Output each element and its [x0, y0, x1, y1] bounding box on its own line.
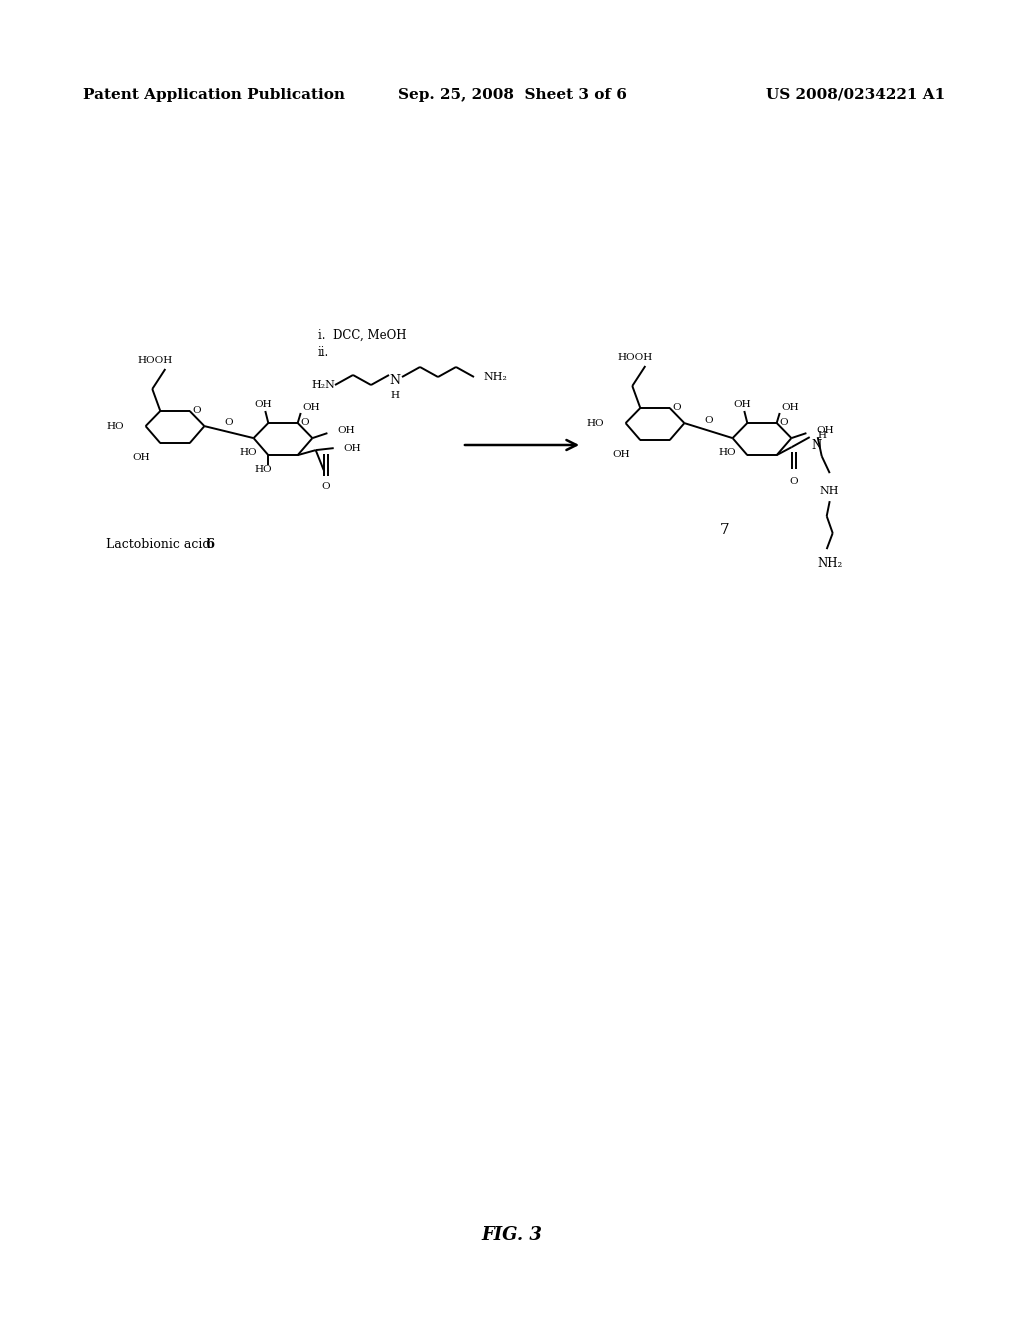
- Text: OH: OH: [303, 404, 321, 412]
- Text: NH: NH: [820, 486, 840, 496]
- Text: OH: OH: [344, 444, 361, 453]
- Text: O: O: [224, 417, 233, 426]
- Text: O: O: [705, 416, 713, 425]
- Text: N: N: [389, 374, 400, 387]
- Text: OH: OH: [337, 425, 355, 434]
- Text: O: O: [673, 403, 681, 412]
- Text: FIG. 3: FIG. 3: [481, 1226, 543, 1243]
- Text: O: O: [779, 418, 788, 428]
- Text: OH: OH: [816, 425, 834, 434]
- Text: H₂N: H₂N: [311, 380, 335, 389]
- Text: O: O: [790, 477, 798, 486]
- Text: OH: OH: [612, 450, 631, 458]
- Text: HOOH: HOOH: [617, 354, 653, 363]
- Text: OH: OH: [255, 400, 272, 409]
- Text: Patent Application Publication: Patent Application Publication: [83, 88, 345, 102]
- Text: Sep. 25, 2008  Sheet 3 of 6: Sep. 25, 2008 Sheet 3 of 6: [397, 88, 627, 102]
- Text: N: N: [812, 438, 822, 451]
- Text: OH: OH: [133, 453, 151, 462]
- Text: HO: HO: [586, 418, 603, 428]
- Text: Lactobionic acid: Lactobionic acid: [106, 539, 215, 552]
- Text: HO: HO: [105, 421, 124, 430]
- Text: OH: OH: [733, 400, 752, 409]
- Text: O: O: [301, 418, 309, 428]
- Text: H: H: [390, 391, 399, 400]
- Text: 7: 7: [720, 523, 730, 537]
- Text: ii.: ii.: [318, 346, 330, 359]
- Text: i.  DCC, MeOH: i. DCC, MeOH: [318, 329, 407, 342]
- Text: O: O: [322, 482, 330, 491]
- Text: HO: HO: [255, 465, 272, 474]
- Text: 6: 6: [132, 539, 215, 552]
- Text: US 2008/0234221 A1: US 2008/0234221 A1: [766, 88, 945, 102]
- Text: H: H: [818, 430, 826, 440]
- Text: NH₂: NH₂: [817, 557, 843, 570]
- Text: HO: HO: [719, 447, 736, 457]
- Text: O: O: [193, 407, 202, 414]
- Text: HO: HO: [240, 447, 257, 457]
- Text: OH: OH: [781, 404, 800, 412]
- Text: HOOH: HOOH: [137, 356, 173, 366]
- Text: NH₂: NH₂: [483, 372, 507, 381]
